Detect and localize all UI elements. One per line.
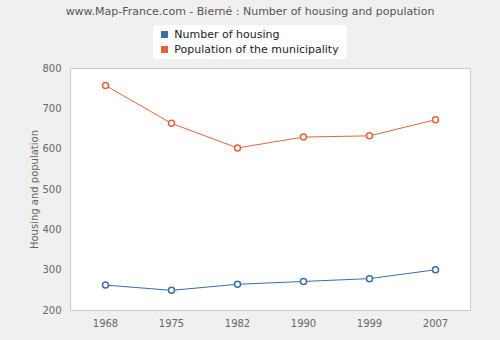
html-text:www.Map-France.com - Bierné :: www.Map-France.com - Bierné : Number of … (65, 5, 435, 18)
svg-text:1968: 1968 (93, 318, 118, 329)
html-text:Number of housing: Number of housing (174, 28, 280, 41)
html-text:Population of the municipality: Population of the municipality (174, 43, 339, 56)
svg-text:500: 500 (42, 184, 61, 195)
svg-text:800: 800 (42, 63, 61, 74)
svg-text:1999: 1999 (357, 318, 382, 329)
svg-text:400: 400 (42, 224, 61, 235)
svg-text:Housing and population: Housing and population (29, 130, 40, 249)
svg-text:1982: 1982 (225, 318, 250, 329)
svg-text:700: 700 (42, 103, 61, 114)
svg-text:300: 300 (42, 264, 61, 275)
svg-text:1975: 1975 (159, 318, 184, 329)
svg-text:2007: 2007 (423, 318, 448, 329)
svg-text:1990: 1990 (291, 318, 316, 329)
svg-text:600: 600 (42, 143, 61, 154)
svg-text:200: 200 (42, 305, 61, 316)
